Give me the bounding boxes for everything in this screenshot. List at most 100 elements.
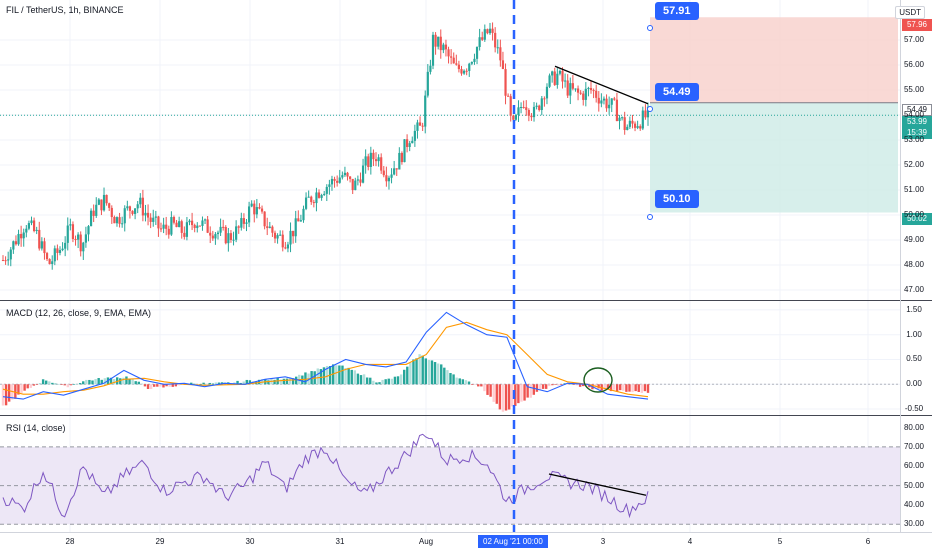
macd-histogram-bar: [60, 384, 63, 385]
candle-body: [564, 80, 567, 82]
macd-histogram-bar: [492, 384, 495, 402]
macd-histogram-bar: [544, 384, 548, 389]
candle-body: [426, 71, 429, 96]
candle-body: [258, 207, 261, 209]
candle-body: [245, 222, 248, 224]
rsi-tick-label: 60.00: [903, 461, 925, 471]
candle-body: [307, 196, 310, 198]
time-tick-label: 31: [335, 537, 345, 546]
macd-histogram-bar: [473, 384, 477, 385]
macd-histogram-bar: [75, 383, 79, 385]
macd-histogram-bar: [548, 384, 551, 387]
candle-body: [439, 36, 442, 51]
candle-body: [465, 70, 468, 72]
target-label[interactable]: 57.91: [655, 2, 699, 20]
macd-tick-label: 0.50: [906, 354, 922, 364]
macd-histogram-bar: [597, 384, 600, 389]
candle-body: [1, 260, 5, 261]
candle-body: [354, 180, 357, 191]
candle-body: [411, 140, 414, 144]
macd-histogram-bar: [177, 384, 181, 386]
macd-histogram-bar: [424, 358, 427, 385]
candle-body: [385, 175, 388, 182]
candle-body: [304, 197, 308, 209]
candle-body: [121, 223, 124, 225]
candle-body: [551, 71, 554, 76]
candle-body: [343, 172, 347, 176]
macd-histogram-bar: [245, 379, 249, 385]
candle-body: [139, 197, 142, 205]
candle-body: [247, 206, 251, 223]
time-tick-label: Aug: [418, 537, 434, 546]
candle-body: [157, 216, 160, 229]
macd-histogram-bar: [88, 379, 91, 385]
entry-label[interactable]: 54.49: [655, 83, 699, 101]
macd-histogram-bar: [32, 384, 36, 386]
macd-histogram-bar: [14, 384, 17, 399]
candle-body: [393, 168, 396, 175]
price-tick-label: 55.00: [903, 85, 925, 94]
current-price-tag: 53.99: [902, 116, 932, 128]
candle-body: [595, 90, 598, 98]
macd-histogram-bar: [415, 358, 418, 385]
candle-body: [203, 219, 207, 221]
macd-histogram-bar: [193, 383, 196, 385]
macd-histogram-bar: [557, 384, 560, 386]
stop-label[interactable]: 50.10: [655, 190, 699, 208]
candle-body: [141, 197, 144, 216]
candle-body: [190, 220, 194, 226]
macd-histogram-bar: [26, 384, 29, 389]
price-tick-label: 57.00: [903, 35, 925, 44]
candle-body: [359, 179, 362, 183]
candle-body: [82, 242, 85, 252]
candle-body: [646, 106, 650, 118]
macd-histogram-bar: [267, 380, 270, 385]
candle-body: [623, 117, 626, 130]
candle-body: [509, 96, 512, 116]
macd-histogram-bar: [316, 368, 319, 385]
stop-price-tag: 50.02: [902, 213, 932, 225]
candle-body: [644, 110, 647, 118]
macd-histogram-bar: [560, 384, 563, 385]
candle-body: [574, 88, 577, 90]
macd-histogram-bar: [125, 376, 128, 385]
countdown-tag: 15:39: [902, 127, 932, 139]
candle-body: [77, 234, 80, 240]
macd-histogram-bar: [622, 384, 625, 391]
macd-histogram-bar: [511, 384, 514, 407]
candle-body: [40, 241, 43, 249]
macd-histogram-bar: [381, 379, 384, 385]
macd-histogram-bar: [291, 378, 295, 385]
entry-price-tag: 54.49: [902, 104, 932, 116]
candle-body: [592, 90, 595, 92]
macd-tick-label: 1.50: [906, 304, 922, 314]
macd-histogram-bar: [359, 375, 363, 385]
macd-histogram-bar: [566, 384, 569, 385]
macd-histogram-bar: [344, 368, 347, 385]
candle-body: [522, 107, 525, 109]
candle-body: [113, 217, 116, 224]
macd-histogram-bar: [362, 374, 366, 385]
macd-histogram-bar: [7, 384, 11, 402]
macd-histogram-bar: [350, 369, 353, 385]
candle-body: [294, 218, 297, 237]
macd-histogram-bar: [69, 384, 73, 386]
macd-histogram-bar: [581, 384, 585, 387]
macd-histogram-bar: [470, 384, 474, 385]
time-tick-label: 5: [777, 537, 783, 546]
candle-body: [170, 217, 173, 235]
candle-body: [235, 226, 238, 240]
macd-histogram-bar: [63, 384, 66, 386]
candle-body: [395, 168, 398, 170]
candle-body: [289, 230, 292, 245]
candle-body: [530, 115, 533, 118]
candle-body: [323, 193, 326, 196]
macd-histogram-bar: [162, 384, 165, 388]
candle-body: [227, 233, 230, 244]
macd-histogram-bar: [421, 355, 424, 385]
currency-label[interactable]: USDT: [895, 6, 925, 19]
candle-body: [341, 175, 344, 178]
macd-histogram-bar: [353, 370, 357, 385]
